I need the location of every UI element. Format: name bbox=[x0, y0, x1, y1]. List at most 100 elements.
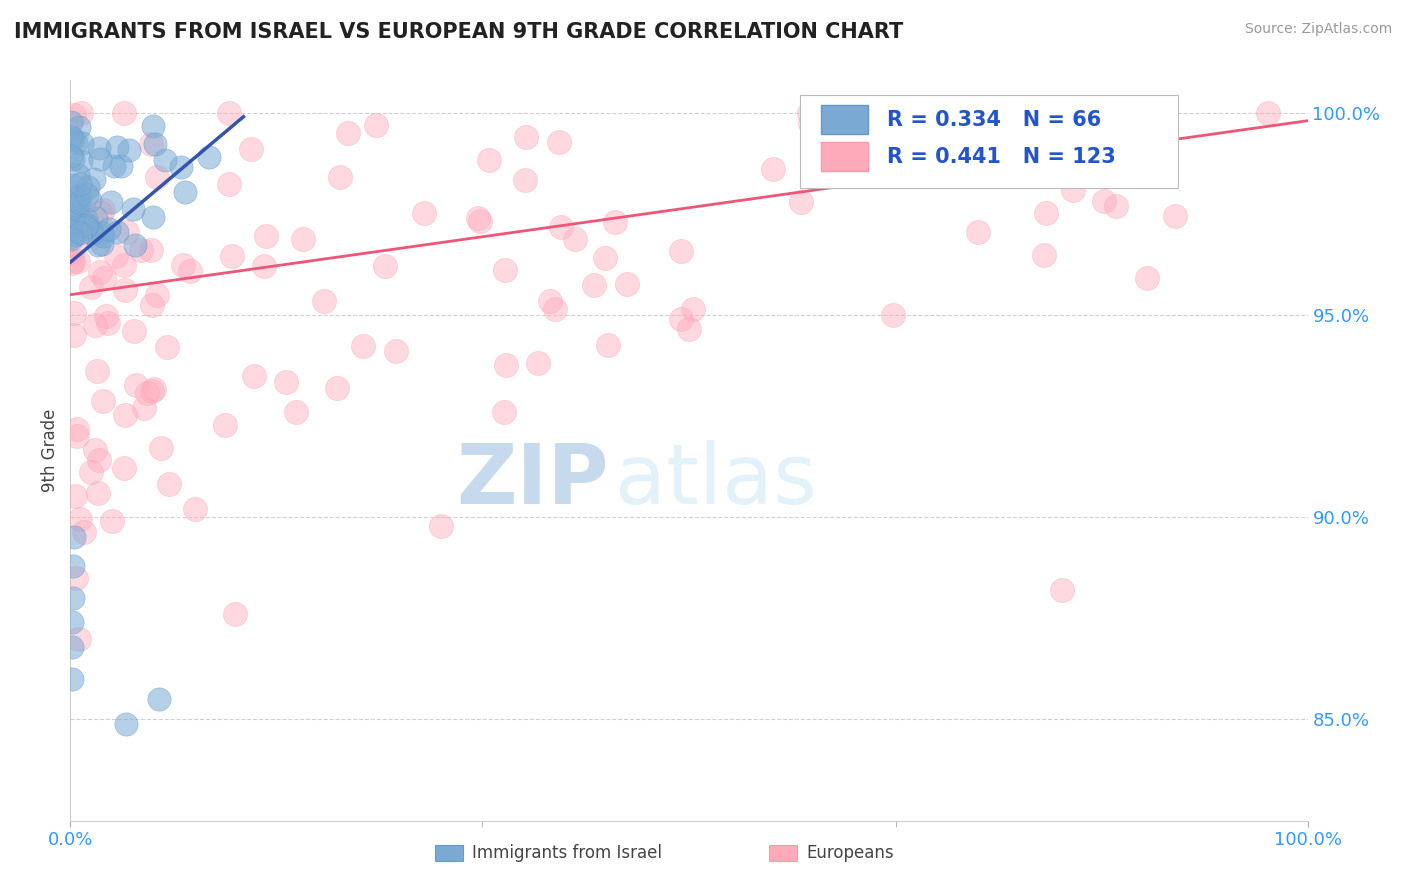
Point bbox=[671, 311, 693, 326]
FancyBboxPatch shape bbox=[821, 142, 869, 171]
Point bbox=[76, 180, 98, 194]
Point bbox=[69, 512, 91, 526]
Point bbox=[385, 344, 408, 359]
Point bbox=[682, 301, 704, 316]
Point bbox=[60, 213, 83, 227]
Point bbox=[218, 178, 240, 192]
Point bbox=[143, 137, 166, 152]
Point bbox=[218, 105, 240, 120]
Point bbox=[90, 227, 112, 241]
Point bbox=[132, 401, 155, 416]
Point bbox=[66, 196, 89, 211]
Point bbox=[1164, 209, 1187, 223]
Point bbox=[224, 607, 246, 622]
Point bbox=[240, 142, 263, 156]
Point bbox=[59, 223, 82, 237]
Point bbox=[671, 244, 693, 259]
Point bbox=[513, 173, 536, 187]
Point bbox=[80, 226, 103, 240]
Point bbox=[149, 441, 172, 455]
Point bbox=[292, 232, 315, 246]
Point bbox=[75, 212, 97, 227]
Point bbox=[1125, 128, 1147, 142]
Point bbox=[91, 203, 114, 218]
Point bbox=[86, 363, 108, 377]
Point bbox=[141, 297, 163, 311]
Point bbox=[115, 225, 138, 239]
Point bbox=[70, 154, 93, 169]
Point bbox=[1092, 194, 1115, 209]
Point bbox=[62, 253, 84, 268]
Text: R = 0.441   N = 123: R = 0.441 N = 123 bbox=[887, 146, 1115, 167]
Point bbox=[76, 188, 98, 202]
Point bbox=[596, 337, 619, 351]
Text: R = 0.334   N = 66: R = 0.334 N = 66 bbox=[887, 110, 1101, 129]
Point bbox=[494, 263, 516, 277]
Point bbox=[882, 309, 904, 323]
Point bbox=[1035, 206, 1057, 220]
Point bbox=[329, 170, 352, 185]
FancyBboxPatch shape bbox=[769, 845, 797, 862]
Point bbox=[97, 222, 120, 236]
Point bbox=[66, 429, 89, 443]
Point bbox=[797, 105, 820, 120]
Point bbox=[89, 265, 111, 279]
Point bbox=[112, 460, 135, 475]
Point bbox=[59, 115, 82, 129]
Point bbox=[183, 502, 205, 516]
Point bbox=[430, 519, 453, 533]
Point bbox=[582, 278, 605, 293]
Point bbox=[337, 126, 360, 140]
Point bbox=[112, 258, 135, 272]
Point bbox=[67, 254, 90, 268]
Point bbox=[122, 324, 145, 338]
Point bbox=[374, 260, 396, 274]
Point bbox=[60, 191, 83, 205]
Point bbox=[59, 231, 82, 245]
Point bbox=[93, 271, 115, 285]
Point bbox=[62, 178, 84, 193]
Point bbox=[100, 195, 122, 210]
Point bbox=[156, 340, 179, 354]
Point bbox=[114, 284, 136, 298]
Point bbox=[603, 215, 626, 229]
FancyBboxPatch shape bbox=[821, 104, 869, 135]
Point bbox=[284, 405, 307, 419]
Point bbox=[678, 322, 700, 336]
Point bbox=[124, 377, 146, 392]
Point bbox=[69, 226, 91, 240]
Point bbox=[352, 339, 374, 353]
Point bbox=[1050, 582, 1073, 597]
Point bbox=[967, 225, 990, 239]
Point bbox=[1069, 105, 1091, 120]
Point bbox=[129, 243, 152, 257]
Point bbox=[105, 225, 128, 239]
Point bbox=[60, 672, 83, 686]
Point bbox=[83, 318, 105, 332]
Point bbox=[243, 368, 266, 383]
Point bbox=[110, 159, 132, 173]
Point bbox=[124, 237, 146, 252]
Point bbox=[59, 149, 82, 163]
Point bbox=[103, 160, 125, 174]
Point bbox=[142, 119, 165, 133]
Point bbox=[253, 259, 276, 273]
Point bbox=[67, 632, 90, 646]
Text: IMMIGRANTS FROM ISRAEL VS EUROPEAN 9TH GRADE CORRELATION CHART: IMMIGRANTS FROM ISRAEL VS EUROPEAN 9TH G… bbox=[14, 22, 903, 42]
Point bbox=[63, 489, 86, 503]
Text: Source: ZipAtlas.com: Source: ZipAtlas.com bbox=[1244, 22, 1392, 37]
Point bbox=[146, 288, 169, 302]
Point bbox=[790, 194, 813, 209]
Point bbox=[76, 218, 98, 232]
Text: atlas: atlas bbox=[614, 440, 817, 521]
Point bbox=[1105, 199, 1128, 213]
Point bbox=[60, 256, 83, 270]
Point bbox=[157, 477, 180, 491]
Point bbox=[254, 229, 277, 244]
Point bbox=[59, 129, 82, 144]
Point bbox=[69, 189, 91, 203]
Point bbox=[60, 186, 83, 201]
Point bbox=[87, 141, 110, 155]
Point bbox=[143, 383, 166, 397]
Point bbox=[70, 105, 93, 120]
